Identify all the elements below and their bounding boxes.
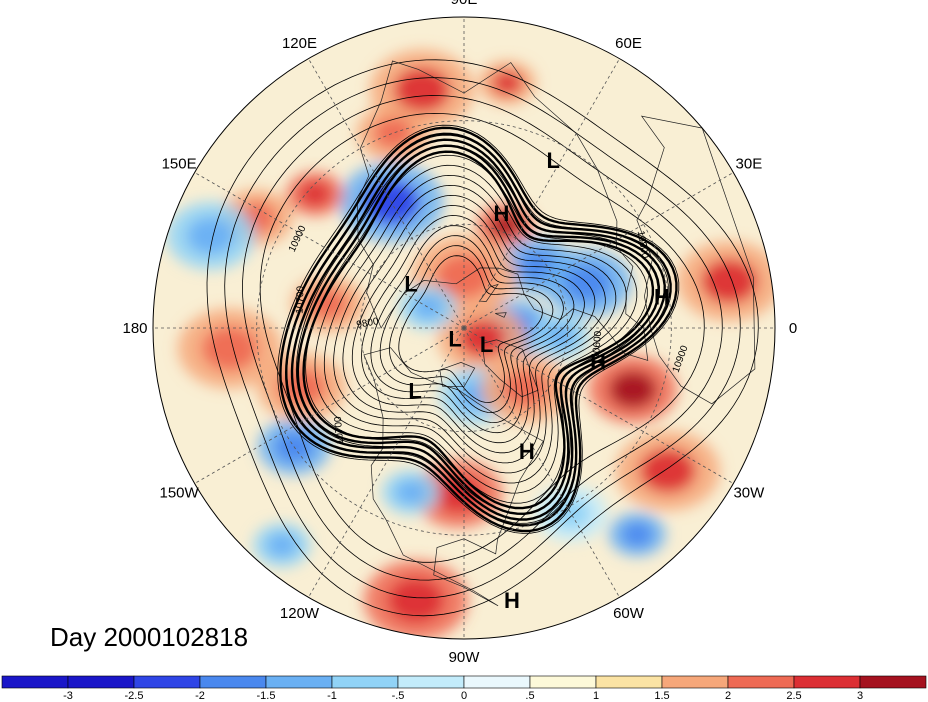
contour-label: 10600 (591, 330, 604, 359)
coastlines (357, 60, 756, 607)
low-center: L (480, 332, 493, 357)
meridian (194, 327, 465, 484)
anomaly-core (436, 254, 492, 299)
colorbar-tick: 1.5 (654, 690, 669, 702)
contour-label: 10800 (635, 230, 651, 260)
anomaly-core (373, 117, 413, 149)
colorbar-swatch (727, 675, 795, 689)
coastline (636, 115, 756, 405)
colorbar-swatch (793, 675, 861, 689)
colorbar-tick: 2.5 (786, 690, 801, 702)
longitude-label: 60E (615, 35, 642, 52)
longitude-label: 30E (736, 156, 763, 173)
low-center: L (448, 327, 461, 352)
anomaly-core (621, 522, 653, 547)
high-center: H (519, 439, 535, 464)
longitude-labels: 90E 60E 30E 0 30W 60W 90W 120W 150W 180 150E 120E (122, 0, 797, 666)
high-center: H (504, 588, 520, 613)
longitude-label: 30W (733, 485, 765, 502)
anomaly-core (201, 326, 258, 371)
parallel (359, 223, 569, 433)
longitude-label: 180 (122, 320, 147, 337)
meridian (463, 327, 734, 484)
colorbar-swatch (463, 675, 531, 689)
colorbar-swatch (199, 675, 267, 689)
colorbar-swatch (1, 675, 69, 689)
anomaly-core (501, 370, 549, 408)
colorbar-tick: -2 (195, 690, 205, 702)
colorbar-swatch (67, 675, 135, 689)
low-center: L (404, 272, 417, 297)
contour-label: 10700 (295, 285, 307, 314)
low-center: L (546, 148, 559, 173)
colorbar-tick: -.5 (392, 690, 405, 702)
anomaly-core (266, 532, 298, 558)
low-center: L (408, 379, 421, 404)
colorbar-tick: -1.5 (257, 690, 276, 702)
anomaly-core (639, 448, 696, 493)
colorbar-tick: 1 (593, 690, 599, 702)
coastline (363, 347, 544, 607)
colorbar-tick: .5 (525, 690, 534, 702)
high-center: H (654, 285, 670, 310)
longitude-label: 0 (789, 320, 797, 337)
contour-label: 9800 (356, 316, 380, 331)
anomaly-core (701, 259, 758, 304)
longitude-label: 150E (162, 156, 197, 173)
meridian (308, 58, 465, 329)
colorbar-swatch (859, 675, 927, 689)
coastline (439, 362, 476, 388)
colorbar-swatch (265, 675, 333, 689)
coastline (495, 312, 507, 318)
longitude-label: 150W (160, 485, 200, 502)
colorbar-swatch (595, 675, 663, 689)
colorbar-tick: 0 (461, 690, 467, 702)
coastline (482, 339, 539, 398)
anomaly-core (395, 480, 427, 505)
coastline (357, 60, 649, 361)
colorbar-tick: 3 (857, 690, 863, 702)
meridian (463, 58, 620, 329)
colorbar-tick: -2.5 (125, 690, 144, 702)
colorbar-swatch (331, 675, 399, 689)
anomaly-core (393, 67, 450, 112)
colorbar-swatch (397, 675, 465, 689)
colorbar-swatch (529, 675, 597, 689)
colorbar-tick: -3 (63, 690, 73, 702)
map-border (152, 16, 776, 640)
longitude-label: 120E (282, 35, 317, 52)
anomaly-core (609, 370, 657, 409)
height-contour (277, 124, 680, 534)
longitude-label: 60W (613, 605, 645, 622)
colorbar-swatch (661, 675, 729, 689)
high-center: H (493, 201, 509, 226)
anomaly-core (387, 578, 444, 623)
anomaly-core (491, 70, 523, 96)
meridian (463, 327, 620, 598)
parallel (256, 120, 672, 536)
anomaly-core (412, 295, 444, 320)
day-title: Day 2000102818 (50, 622, 248, 652)
anomaly-core (299, 181, 331, 206)
contour-label: 10700 (333, 415, 346, 444)
map-disc (153, 17, 775, 639)
colorbar-swatch (133, 675, 201, 689)
colorbar: -3 -2.5 -2 -1.5 -1 -.5 0 .5 1 1.5 2 2.5 3 (1, 675, 927, 702)
anomaly-core (186, 217, 235, 255)
longitude-label: 90E (451, 0, 478, 8)
colorbar-tick: 2 (725, 690, 731, 702)
longitude-label: 120W (280, 605, 320, 622)
meridian (463, 172, 734, 329)
graticule (153, 17, 775, 639)
longitude-label: 90W (449, 649, 481, 666)
colorbar-tick: -1 (327, 690, 337, 702)
meridian (194, 172, 465, 329)
meridian (308, 327, 465, 598)
coastline (478, 283, 499, 302)
high-center: H (590, 349, 606, 374)
